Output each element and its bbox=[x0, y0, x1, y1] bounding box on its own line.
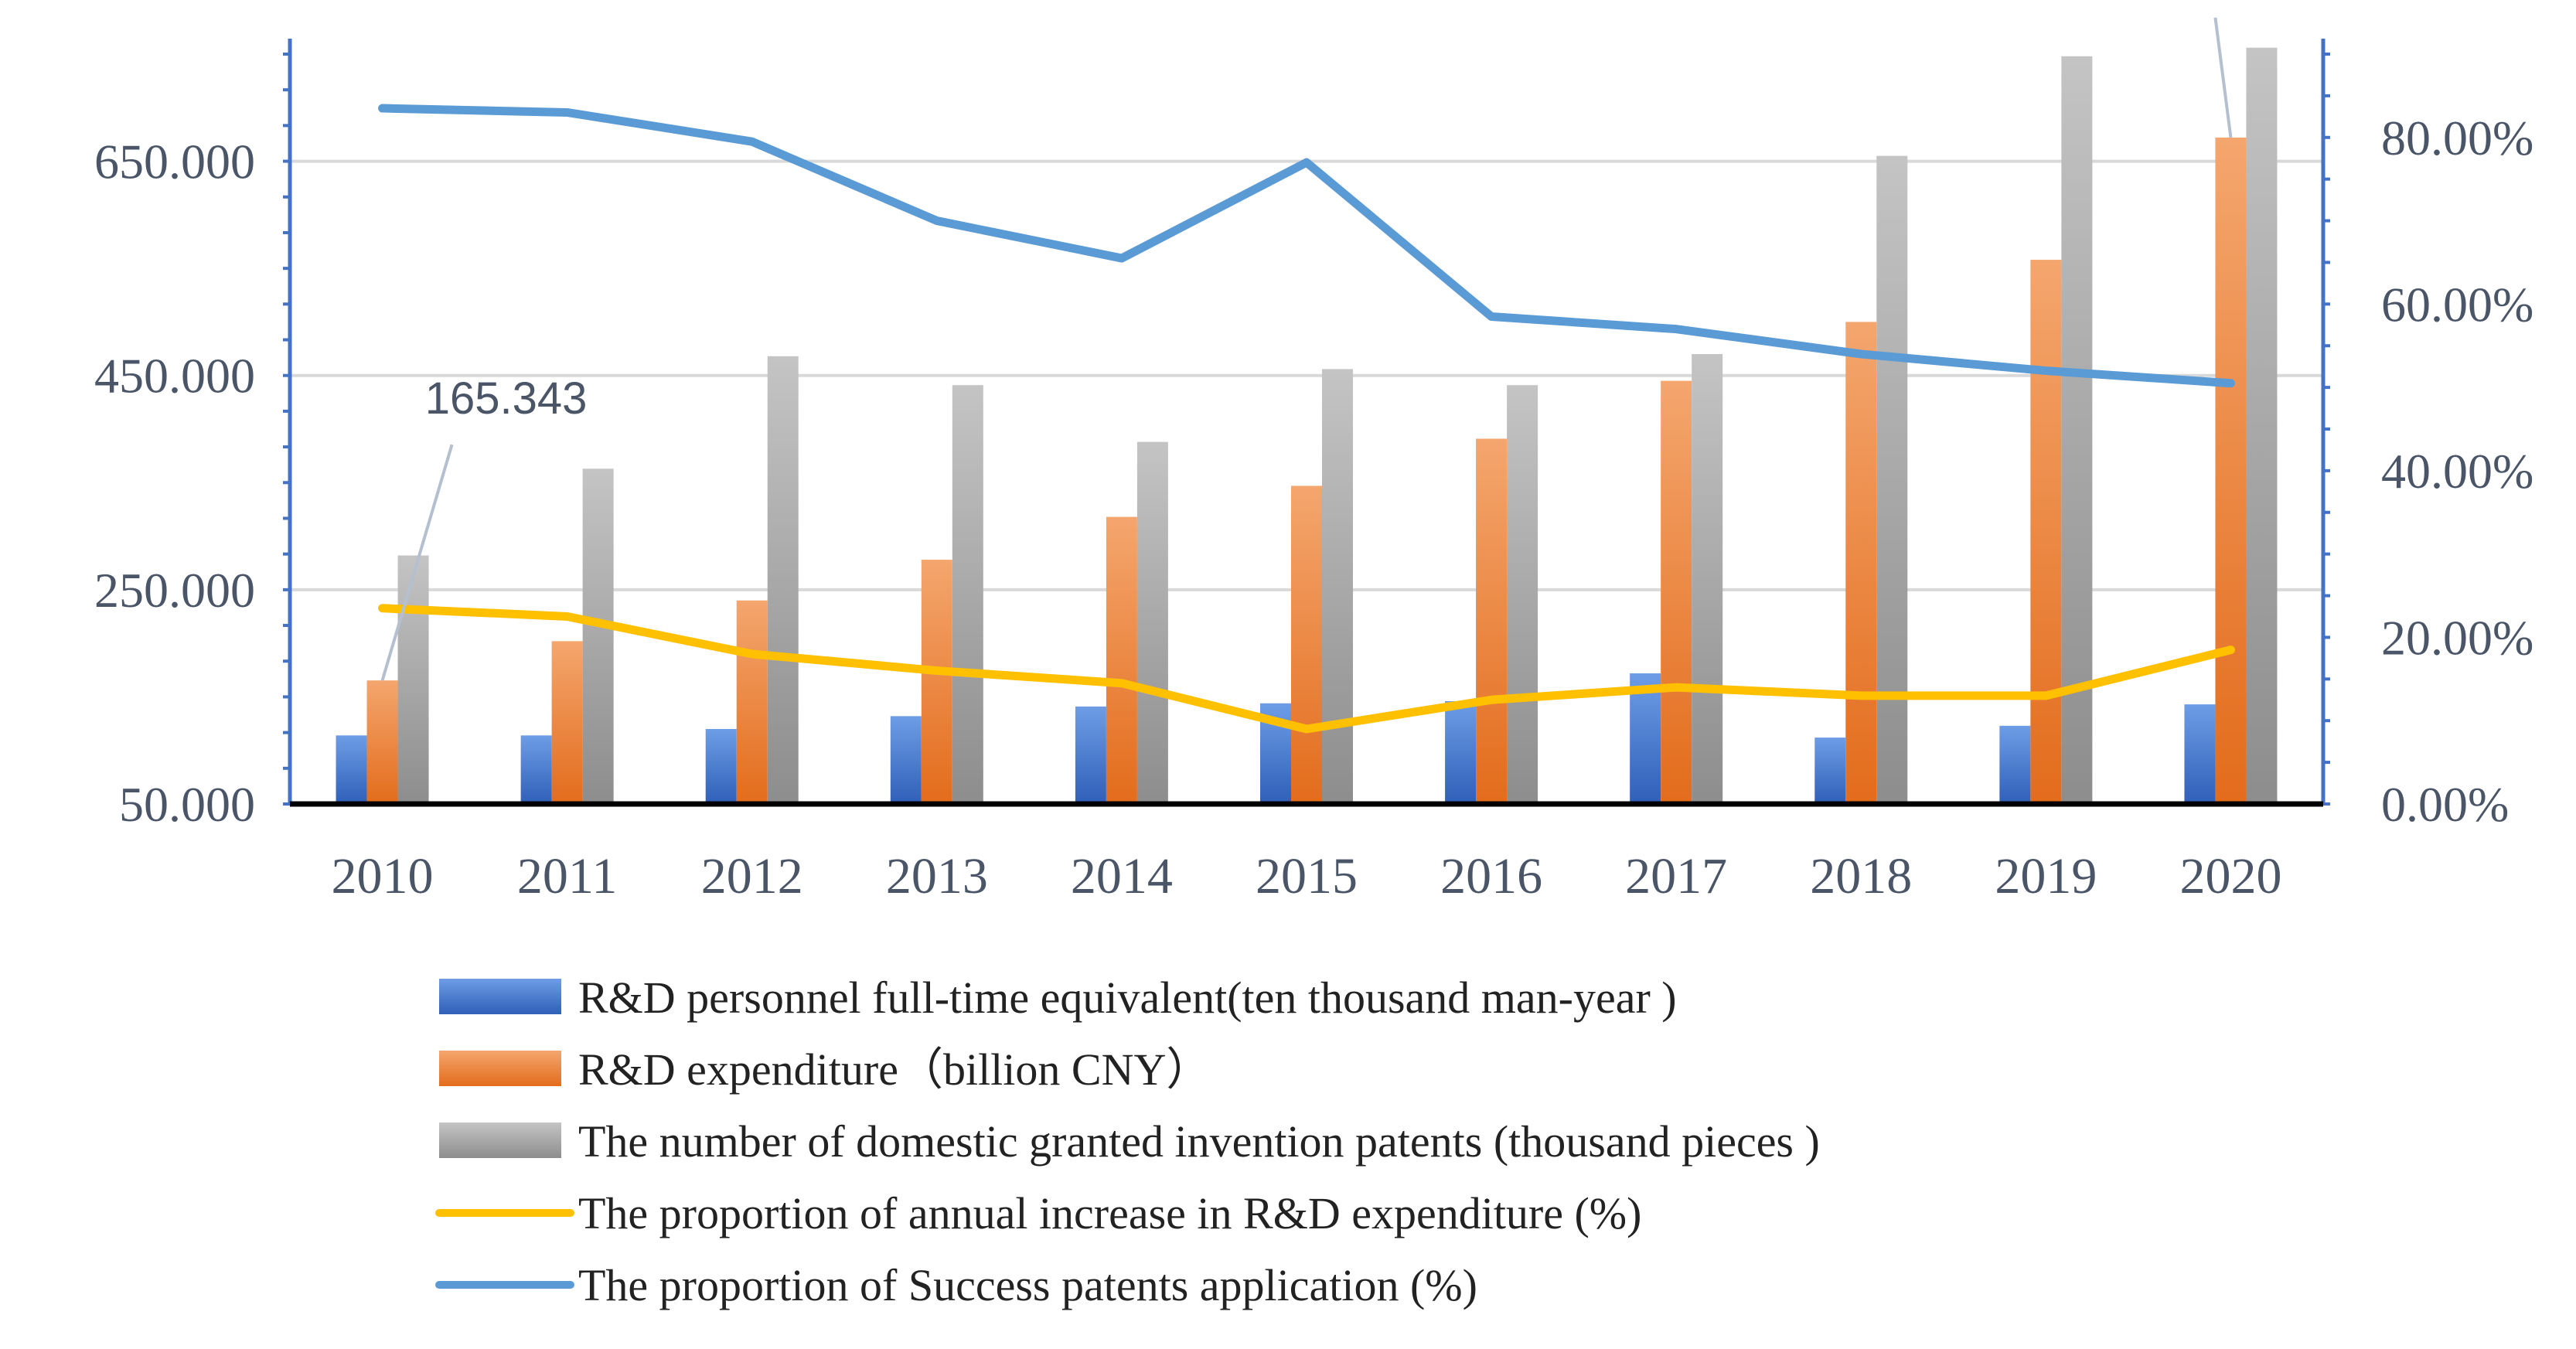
bar-2-2020 bbox=[2246, 47, 2278, 804]
annotation-leader bbox=[2213, 17, 2233, 138]
bar-1-2010 bbox=[366, 680, 398, 804]
legend: R&D personnel full-time equivalent(ten t… bbox=[435, 973, 1820, 1310]
bar-2-2018 bbox=[1876, 155, 1908, 805]
legend-label-0: R&D personnel full-time equivalent(ten t… bbox=[578, 973, 1677, 1023]
lines bbox=[378, 104, 2235, 734]
bar-1-2012 bbox=[736, 600, 768, 804]
x-axis-tick-label: 2018 bbox=[1810, 848, 1912, 904]
right-axis-tick-label: 60.00% bbox=[2381, 277, 2533, 332]
legend-label-2: The number of domestic granted invention… bbox=[578, 1116, 1820, 1167]
data-label: 672.12 bbox=[2128, 0, 2264, 5]
bar-1-2011 bbox=[551, 641, 583, 804]
bar-2-2010 bbox=[397, 555, 429, 804]
bar-1-2016 bbox=[1476, 438, 1508, 804]
bar-1-2014 bbox=[1106, 516, 1137, 804]
right-axis-tick-label: 40.00% bbox=[2381, 444, 2533, 499]
line-series-4 bbox=[378, 104, 2235, 388]
bar-2-2014 bbox=[1136, 441, 1168, 804]
bar-1-2020 bbox=[2215, 137, 2247, 804]
x-axis-tick-label: 2017 bbox=[1625, 848, 1727, 904]
bar-0-2013 bbox=[890, 716, 922, 804]
left-axis-tick-label: 450.000 bbox=[94, 349, 255, 404]
bar-2-2017 bbox=[1692, 354, 1723, 804]
legend-swatch-1 bbox=[439, 1051, 561, 1086]
bar-0-2011 bbox=[520, 735, 552, 804]
x-axis-tick-label: 2016 bbox=[1440, 848, 1542, 904]
right-axis-tick-label: 0.00% bbox=[2381, 777, 2509, 832]
right-axis-tick-label: 80.00% bbox=[2381, 111, 2533, 165]
legend-label-3: The proportion of annual increase in R&D… bbox=[578, 1188, 1641, 1238]
x-axis-tick-label: 2019 bbox=[1995, 848, 2097, 904]
bar-0-2019 bbox=[1999, 725, 2031, 804]
right-axis-tick-label: 20.00% bbox=[2381, 610, 2533, 665]
bar-0-2010 bbox=[336, 735, 367, 804]
bar-0-2012 bbox=[705, 729, 737, 804]
bar-1-2017 bbox=[1661, 380, 1692, 805]
legend-label-4: The proportion of Success patents applic… bbox=[578, 1260, 1477, 1310]
x-axis-tick-label: 2020 bbox=[2179, 848, 2281, 904]
bar-0-2014 bbox=[1075, 706, 1106, 804]
bar-0-2020 bbox=[2184, 704, 2216, 804]
x-axis-tick-label: 2011 bbox=[517, 848, 618, 904]
left-axis-tick-label: 650.000 bbox=[94, 135, 255, 189]
bar-2-2016 bbox=[1507, 385, 1538, 805]
bar-1-2018 bbox=[1845, 322, 1877, 804]
annotations: 165.343 672.12 bbox=[380, 0, 2264, 681]
bar-1-2013 bbox=[921, 560, 952, 804]
x-axis-tick-label: 2013 bbox=[886, 848, 988, 904]
legend-swatch-2 bbox=[439, 1122, 561, 1158]
x-axis-tick-label: 2012 bbox=[701, 848, 803, 904]
bar-2-2019 bbox=[2061, 56, 2093, 805]
left-axis-tick-label: 50.000 bbox=[119, 777, 255, 832]
annotation-leader bbox=[380, 444, 454, 681]
bar-1-2015 bbox=[1291, 485, 1322, 804]
legend-label-1: R&D expenditure（billion CNY） bbox=[578, 1044, 1211, 1095]
x-axis-tick-label: 2015 bbox=[1256, 848, 1358, 904]
bar-0-2018 bbox=[1814, 738, 1846, 804]
left-axis-tick-label: 250.000 bbox=[94, 563, 255, 618]
data-label: 165.343 bbox=[425, 373, 588, 424]
bar-2-2012 bbox=[767, 356, 799, 804]
bar-0-2017 bbox=[1630, 673, 1661, 804]
bar-0-2016 bbox=[1445, 700, 1477, 804]
axes: 50.000 250.000 450.000 650.000 0.00% 20.00% 40… bbox=[94, 39, 2533, 904]
bar-2-2015 bbox=[1322, 369, 1353, 804]
bar-2-2013 bbox=[952, 385, 983, 805]
bar-2-2011 bbox=[582, 468, 614, 804]
bar-1-2019 bbox=[2030, 260, 2062, 804]
line-series-3 bbox=[378, 604, 2235, 734]
x-axis-tick-label: 2014 bbox=[1071, 848, 1173, 904]
x-axis-tick-label: 2010 bbox=[332, 848, 434, 904]
legend-swatch-0 bbox=[439, 979, 561, 1014]
